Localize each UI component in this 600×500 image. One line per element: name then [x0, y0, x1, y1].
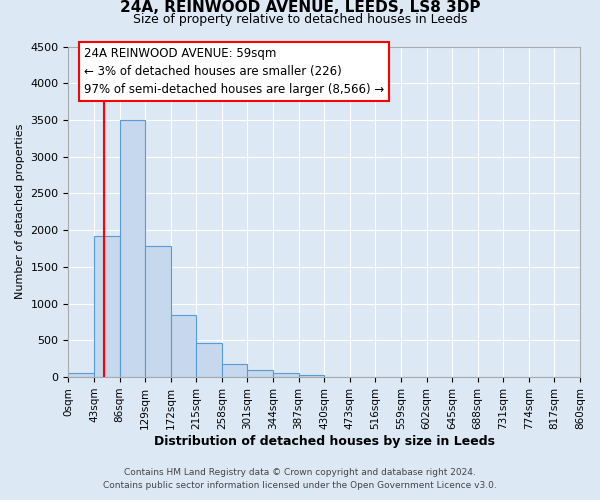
- Text: 24A, REINWOOD AVENUE, LEEDS, LS8 3DP: 24A, REINWOOD AVENUE, LEEDS, LS8 3DP: [120, 0, 480, 16]
- Text: Size of property relative to detached houses in Leeds: Size of property relative to detached ho…: [133, 12, 467, 26]
- Bar: [68, 374, 94, 377]
- Bar: [299, 375, 324, 377]
- Bar: [119, 120, 145, 377]
- Bar: [94, 236, 119, 377]
- Y-axis label: Number of detached properties: Number of detached properties: [15, 124, 25, 300]
- Bar: [145, 246, 171, 377]
- Bar: [196, 344, 222, 377]
- Bar: [171, 314, 196, 377]
- X-axis label: Distribution of detached houses by size in Leeds: Distribution of detached houses by size …: [154, 434, 495, 448]
- Text: Contains HM Land Registry data © Crown copyright and database right 2024.
Contai: Contains HM Land Registry data © Crown c…: [103, 468, 497, 489]
- Bar: [273, 374, 299, 377]
- Text: 24A REINWOOD AVENUE: 59sqm
← 3% of detached houses are smaller (226)
97% of semi: 24A REINWOOD AVENUE: 59sqm ← 3% of detac…: [84, 47, 384, 96]
- Bar: [222, 364, 247, 377]
- Bar: [247, 370, 273, 377]
